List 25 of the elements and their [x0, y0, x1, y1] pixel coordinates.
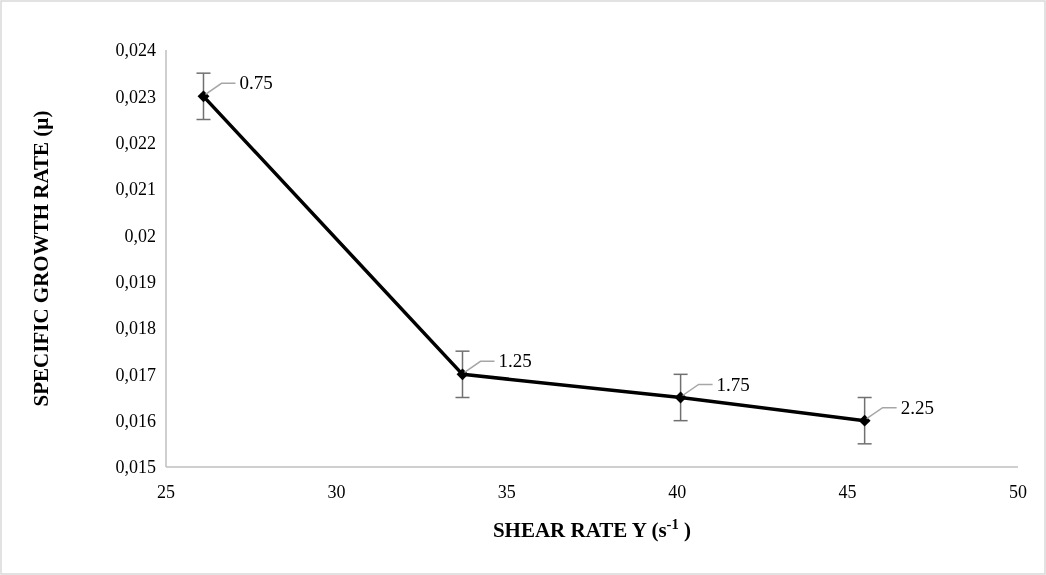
y-tick-label: 0,015: [115, 457, 156, 478]
x-tick-label: 30: [327, 482, 346, 502]
annotation: 2.25: [900, 396, 934, 418]
x-tick-label: 40: [668, 482, 687, 502]
annotation: 1.75: [716, 373, 750, 395]
point: [197, 90, 210, 103]
y-tick-label: 0,024: [115, 40, 156, 61]
point: [858, 414, 871, 427]
x-tick-label: 45: [838, 482, 857, 502]
y-tick-label: 0,021: [115, 179, 156, 200]
y-tick-label: 0,022: [115, 132, 156, 153]
y-tick-label: 0,017: [115, 364, 156, 385]
x-tick-label: 50: [1009, 482, 1027, 502]
y-axis-title: SPECIFIC GROWTH RATE (µ): [29, 110, 53, 407]
y-tick-label: 0,02: [124, 225, 156, 246]
y-tick-label: 0,019: [115, 271, 156, 292]
x-axis-title: SHEAR RATE Y (s$^{-1}$ ): [492, 516, 692, 542]
y-tick-label: 0,023: [115, 86, 156, 107]
annotation: 0.75: [239, 72, 273, 94]
point: [674, 391, 687, 404]
x-tick-label: 25: [157, 482, 175, 502]
x-tick-label: 35: [497, 482, 516, 502]
y-tick-label: 0,016: [115, 410, 156, 431]
annotation: 1.25: [498, 350, 532, 372]
y-tick-label: 0,018: [115, 318, 156, 339]
